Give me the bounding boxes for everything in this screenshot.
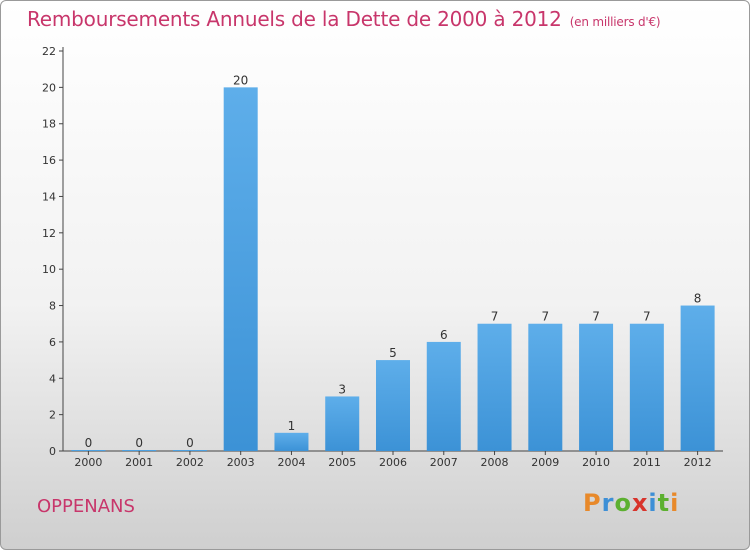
x-tick-label-2003: 2003 — [227, 456, 255, 469]
y-tick-label: 0 — [49, 445, 56, 458]
bar-2008 — [477, 323, 512, 451]
x-tick-label-2001: 2001 — [125, 456, 153, 469]
data-label-2006: 5 — [389, 346, 397, 360]
data-label-2001: 0 — [135, 436, 143, 450]
logo-letter: o — [614, 489, 632, 517]
x-tick-label-2011: 2011 — [633, 456, 661, 469]
bar-2000 — [71, 450, 106, 451]
y-tick-label: 18 — [42, 118, 56, 131]
logo-letter: i — [670, 489, 680, 517]
y-tick-label: 14 — [42, 190, 56, 203]
data-label-2004: 1 — [288, 419, 296, 433]
logo-letter: x — [631, 489, 649, 517]
data-label-2010: 7 — [592, 310, 600, 324]
data-label-2002: 0 — [186, 436, 194, 450]
bar-2005 — [325, 396, 360, 451]
bar-2006 — [376, 360, 410, 451]
x-tick-label-2009: 2009 — [531, 456, 559, 469]
data-label-2009: 7 — [541, 310, 549, 324]
location-name: OPPENANS — [37, 496, 135, 517]
bar-2009 — [528, 323, 563, 451]
y-tick-label: 10 — [42, 263, 56, 276]
x-tick-label-2012: 2012 — [684, 456, 712, 469]
chart-title: Remboursements Annuels de la Dette de 20… — [27, 7, 661, 31]
bar-2011 — [629, 323, 664, 451]
x-tick-label-2008: 2008 — [481, 456, 509, 469]
bar-2002 — [172, 450, 207, 451]
y-tick-label: 12 — [42, 227, 56, 240]
proxiti-logo: Proxiti — [583, 489, 679, 517]
data-label-2007: 6 — [440, 328, 448, 342]
y-tick-label: 20 — [42, 81, 56, 94]
logo-letter: t — [657, 489, 671, 517]
y-tick-label: 2 — [49, 409, 56, 422]
x-tick-label-2004: 2004 — [277, 456, 305, 469]
x-tick-label-2002: 2002 — [176, 456, 204, 469]
logo-letter: P — [583, 489, 602, 517]
bar-2007 — [426, 341, 461, 451]
data-label-2011: 7 — [643, 310, 651, 324]
bar-2004 — [274, 432, 309, 451]
bar-2003 — [223, 87, 258, 451]
logo-letter: r — [601, 489, 615, 517]
data-label-2005: 3 — [338, 382, 346, 396]
y-tick-label: 16 — [42, 154, 56, 167]
chart-subtitle: (en milliers d'€) — [569, 15, 661, 29]
logo-letter: i — [648, 489, 658, 517]
y-tick-label: 22 — [42, 45, 56, 58]
chart-title-text: Remboursements Annuels de la Dette de 20… — [27, 7, 562, 31]
bar-2010 — [579, 323, 614, 451]
data-label-2012: 8 — [694, 292, 702, 306]
data-label-2003: 20 — [233, 73, 248, 87]
bar-2001 — [122, 450, 157, 451]
x-tick-label-2007: 2007 — [430, 456, 458, 469]
x-tick-label-2006: 2006 — [379, 456, 407, 469]
y-tick-label: 8 — [49, 300, 56, 313]
data-label-2000: 0 — [85, 436, 93, 450]
y-tick-label: 6 — [49, 336, 56, 349]
y-tick-label: 4 — [49, 372, 56, 385]
x-tick-label-2005: 2005 — [328, 456, 356, 469]
x-tick-label-2010: 2010 — [582, 456, 610, 469]
x-tick-label-2000: 2000 — [74, 456, 102, 469]
bar-2012 — [680, 305, 715, 451]
data-label-2008: 7 — [491, 310, 499, 324]
